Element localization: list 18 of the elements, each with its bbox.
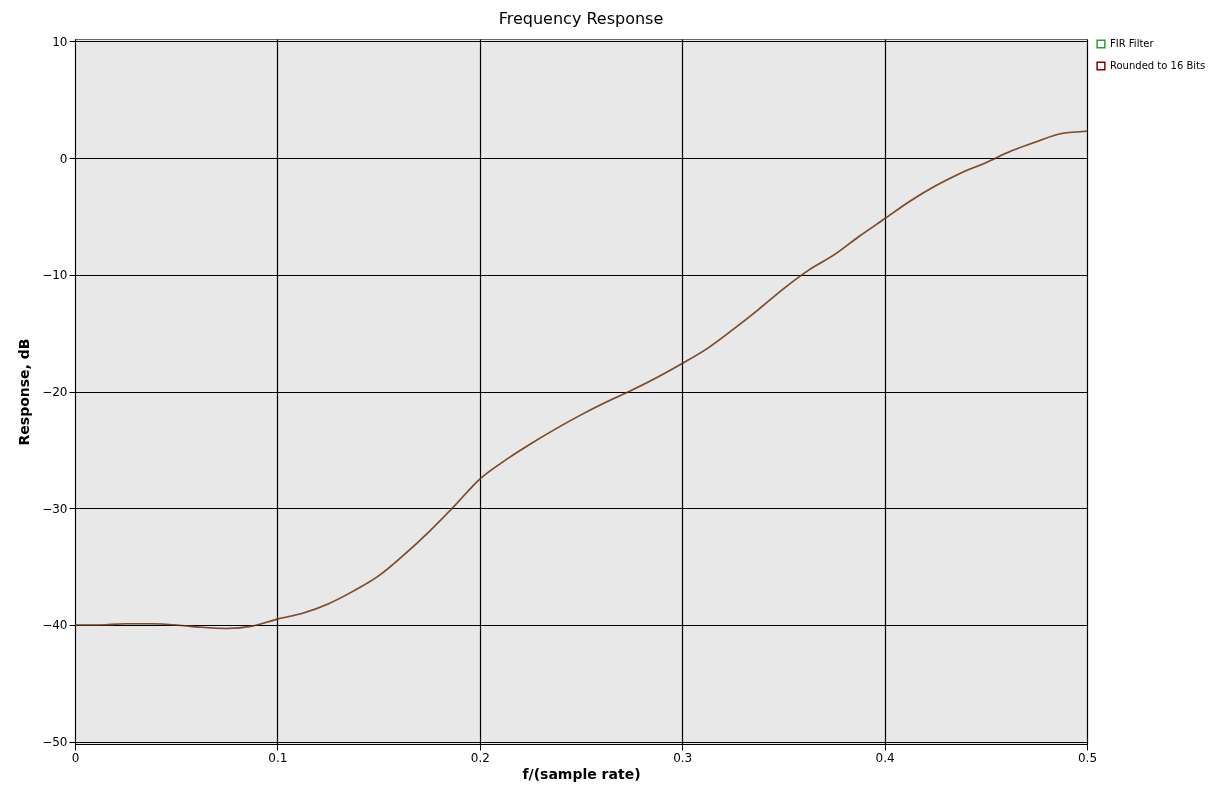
y-tick-label: −20 [42,385,68,399]
y-axis-title: Response, dB [16,338,33,446]
x-tick-label: 0.5 [1077,750,1098,765]
y-tick-label: −10 [42,268,68,283]
x-tick-label: 0.2 [470,750,490,765]
x-tick-label: 0.3 [673,750,693,765]
y-tick-label: 10 [52,34,68,49]
y-tick-label: −50 [42,735,68,750]
y-tick-label: −40 [42,618,68,633]
x-tick-label: 0 [71,750,80,765]
legend-label: Rounded to 16 Bits [1110,60,1206,71]
legend-label: FIR Filter [1110,38,1155,49]
x-axis-title: f/(sample rate) [522,765,641,782]
x-tick-label: 0.4 [875,750,895,765]
y-tick-label: 0 [59,151,68,166]
chart-title: Frequency Response [498,9,664,29]
x-tick-label: 0.1 [268,750,288,765]
y-tick-label: −30 [42,501,68,516]
